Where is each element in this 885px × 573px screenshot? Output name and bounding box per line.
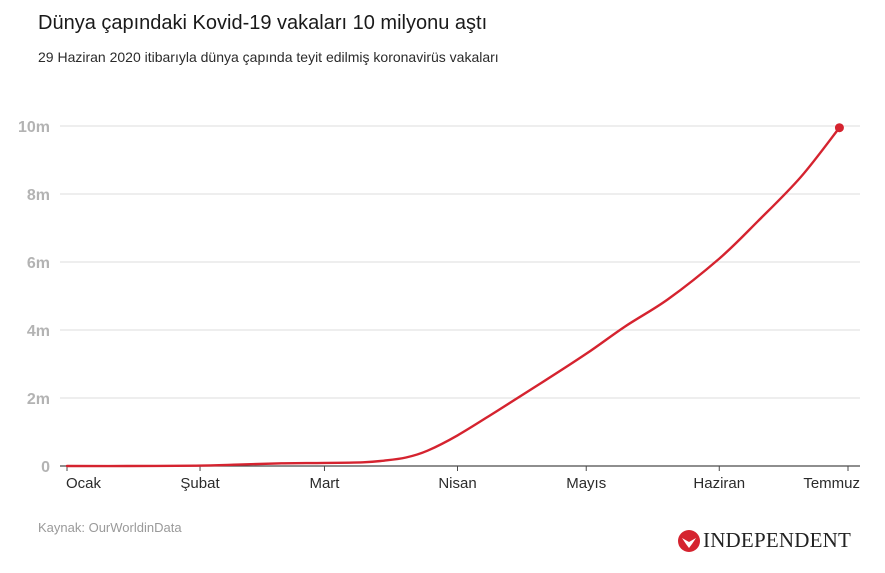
x-tick-label: Mart (309, 475, 340, 492)
x-axis-ticks: Ocak Şubat Mart Nisan Mayıs Haziran Temmuz (66, 466, 860, 492)
publisher-name: INDEPENDENT (703, 528, 852, 552)
y-tick-label: 0 (41, 459, 50, 476)
x-tick-label: Mayıs (566, 475, 606, 492)
y-tick-label: 6m (27, 255, 50, 272)
y-tick-label: 2m (27, 391, 50, 408)
y-tick-label: 4m (27, 323, 50, 340)
chart-title: Dünya çapındaki Kovid-19 vakaları 10 mil… (38, 12, 488, 34)
eagle-icon (678, 529, 700, 552)
x-tick-label: Ocak (66, 475, 102, 492)
series-line (65, 126, 841, 468)
source-note: Kaynak: OurWorldinData (38, 520, 182, 535)
y-axis-ticks: 0 2m 4m 6m 8m 10m (18, 119, 50, 476)
x-tick-label: Nisan (438, 475, 476, 492)
y-tick-label: 10m (18, 119, 50, 136)
x-tick-label: Haziran (693, 475, 745, 492)
line-chart: 0 2m 4m 6m 8m 10m Ocak Şubat Mart Nisan Mayıs Hazi… (18, 119, 860, 492)
publisher-logo: INDEPENDENT (678, 528, 851, 553)
y-tick-label: 8m (27, 187, 50, 204)
gridlines (60, 125, 860, 467)
x-tick-label: Şubat (180, 475, 220, 492)
series-group (65, 123, 844, 468)
series-end-point (834, 123, 844, 133)
x-tick-label: Temmuz (803, 475, 860, 492)
chart-subtitle: 29 Haziran 2020 itibarıyla dünya çapında… (38, 49, 499, 65)
